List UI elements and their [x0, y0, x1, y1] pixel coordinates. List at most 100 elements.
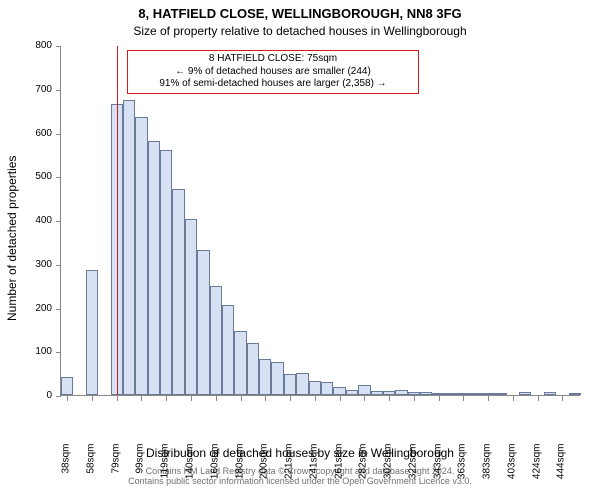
histogram-bar [408, 392, 420, 396]
histogram-bar [569, 393, 581, 395]
y-tick-label: 400 [12, 215, 52, 226]
x-tick [538, 396, 539, 401]
histogram-bar [333, 387, 345, 395]
histogram-bar [148, 141, 160, 395]
x-tick [92, 396, 93, 401]
subject-marker-line [117, 46, 118, 395]
y-tick [56, 309, 61, 310]
histogram-bar [247, 343, 259, 395]
y-tick-label: 600 [12, 128, 52, 139]
callout-box: 8 HATFIELD CLOSE: 75sqm← 9% of detached … [127, 50, 419, 94]
histogram-bar [395, 390, 407, 395]
histogram-bar [234, 331, 246, 395]
histogram-bar [358, 385, 370, 395]
x-tick-label: 180sqm [234, 444, 245, 484]
x-tick-label: 99sqm [135, 444, 146, 484]
y-tick [56, 265, 61, 266]
y-tick [56, 396, 61, 397]
y-tick [56, 221, 61, 222]
histogram-bar [494, 393, 506, 395]
histogram-bar [470, 393, 482, 395]
x-tick [513, 396, 514, 401]
histogram-bar [544, 392, 556, 395]
x-tick [364, 396, 365, 401]
x-tick-label: 119sqm [160, 444, 171, 484]
y-tick-label: 700 [12, 84, 52, 95]
histogram-bar [383, 391, 395, 395]
callout-line: 8 HATFIELD CLOSE: 75sqm [132, 53, 414, 66]
x-tick [67, 396, 68, 401]
histogram-bar [321, 382, 333, 395]
histogram-bar [420, 392, 432, 396]
histogram-bar [123, 100, 135, 395]
x-tick [463, 396, 464, 401]
histogram-bar [309, 381, 321, 395]
histogram-bar [222, 305, 234, 395]
x-tick-label: 322sqm [407, 444, 418, 484]
histogram-bar [519, 392, 531, 396]
x-tick [265, 396, 266, 401]
x-tick [340, 396, 341, 401]
x-tick-label: 383sqm [482, 444, 493, 484]
x-tick-label: 38sqm [61, 444, 72, 484]
y-tick-label: 500 [12, 171, 52, 182]
x-tick [117, 396, 118, 401]
x-tick [562, 396, 563, 401]
y-tick-label: 800 [12, 40, 52, 51]
x-tick [315, 396, 316, 401]
histogram-bar [482, 393, 494, 395]
x-tick-label: 221sqm [284, 444, 295, 484]
histogram-bar [172, 189, 184, 395]
histogram-bar [86, 270, 98, 395]
x-tick-label: 261sqm [333, 444, 344, 484]
callout-line: ← 9% of detached houses are smaller (244… [132, 66, 414, 79]
plot-area: 8 HATFIELD CLOSE: 75sqm← 9% of detached … [60, 46, 580, 396]
histogram-bar [432, 393, 444, 395]
x-tick-label: 241sqm [308, 444, 319, 484]
x-tick-label: 424sqm [531, 444, 542, 484]
y-tick [56, 134, 61, 135]
y-tick-label: 300 [12, 259, 52, 270]
x-tick-label: 343sqm [432, 444, 443, 484]
histogram-bar [135, 117, 147, 395]
x-tick [488, 396, 489, 401]
x-tick-label: 403sqm [506, 444, 517, 484]
y-tick [56, 177, 61, 178]
histogram-bar [61, 377, 73, 395]
histogram-bar [197, 250, 209, 395]
histogram-bar [160, 150, 172, 395]
histogram-bar [445, 393, 457, 395]
histogram-bar [296, 373, 308, 395]
y-tick-label: 200 [12, 303, 52, 314]
y-tick-label: 100 [12, 346, 52, 357]
x-tick-label: 58sqm [85, 444, 96, 484]
x-tick-label: 444sqm [556, 444, 567, 484]
chart-title: 8, HATFIELD CLOSE, WELLINGBOROUGH, NN8 3… [0, 6, 600, 21]
x-tick-label: 140sqm [185, 444, 196, 484]
x-tick [241, 396, 242, 401]
chart-subtitle: Size of property relative to detached ho… [0, 24, 600, 38]
histogram-bar [284, 374, 296, 395]
y-tick [56, 352, 61, 353]
histogram-bar [210, 286, 222, 395]
x-tick-label: 79sqm [110, 444, 121, 484]
callout-line: 91% of semi-detached houses are larger (… [132, 78, 414, 91]
y-tick [56, 90, 61, 91]
x-tick [166, 396, 167, 401]
x-tick [141, 396, 142, 401]
histogram-bar [259, 359, 271, 395]
y-tick [56, 46, 61, 47]
x-tick [191, 396, 192, 401]
histogram-bar [271, 362, 283, 395]
x-tick-label: 363sqm [457, 444, 468, 484]
histogram-bar [346, 390, 358, 395]
histogram-bar [457, 393, 469, 395]
y-tick-label: 0 [12, 390, 52, 401]
x-tick-label: 282sqm [358, 444, 369, 484]
x-tick [414, 396, 415, 401]
x-tick [290, 396, 291, 401]
x-tick [439, 396, 440, 401]
histogram-bar [371, 391, 383, 395]
x-tick-label: 200sqm [259, 444, 270, 484]
histogram-bar [185, 219, 197, 395]
